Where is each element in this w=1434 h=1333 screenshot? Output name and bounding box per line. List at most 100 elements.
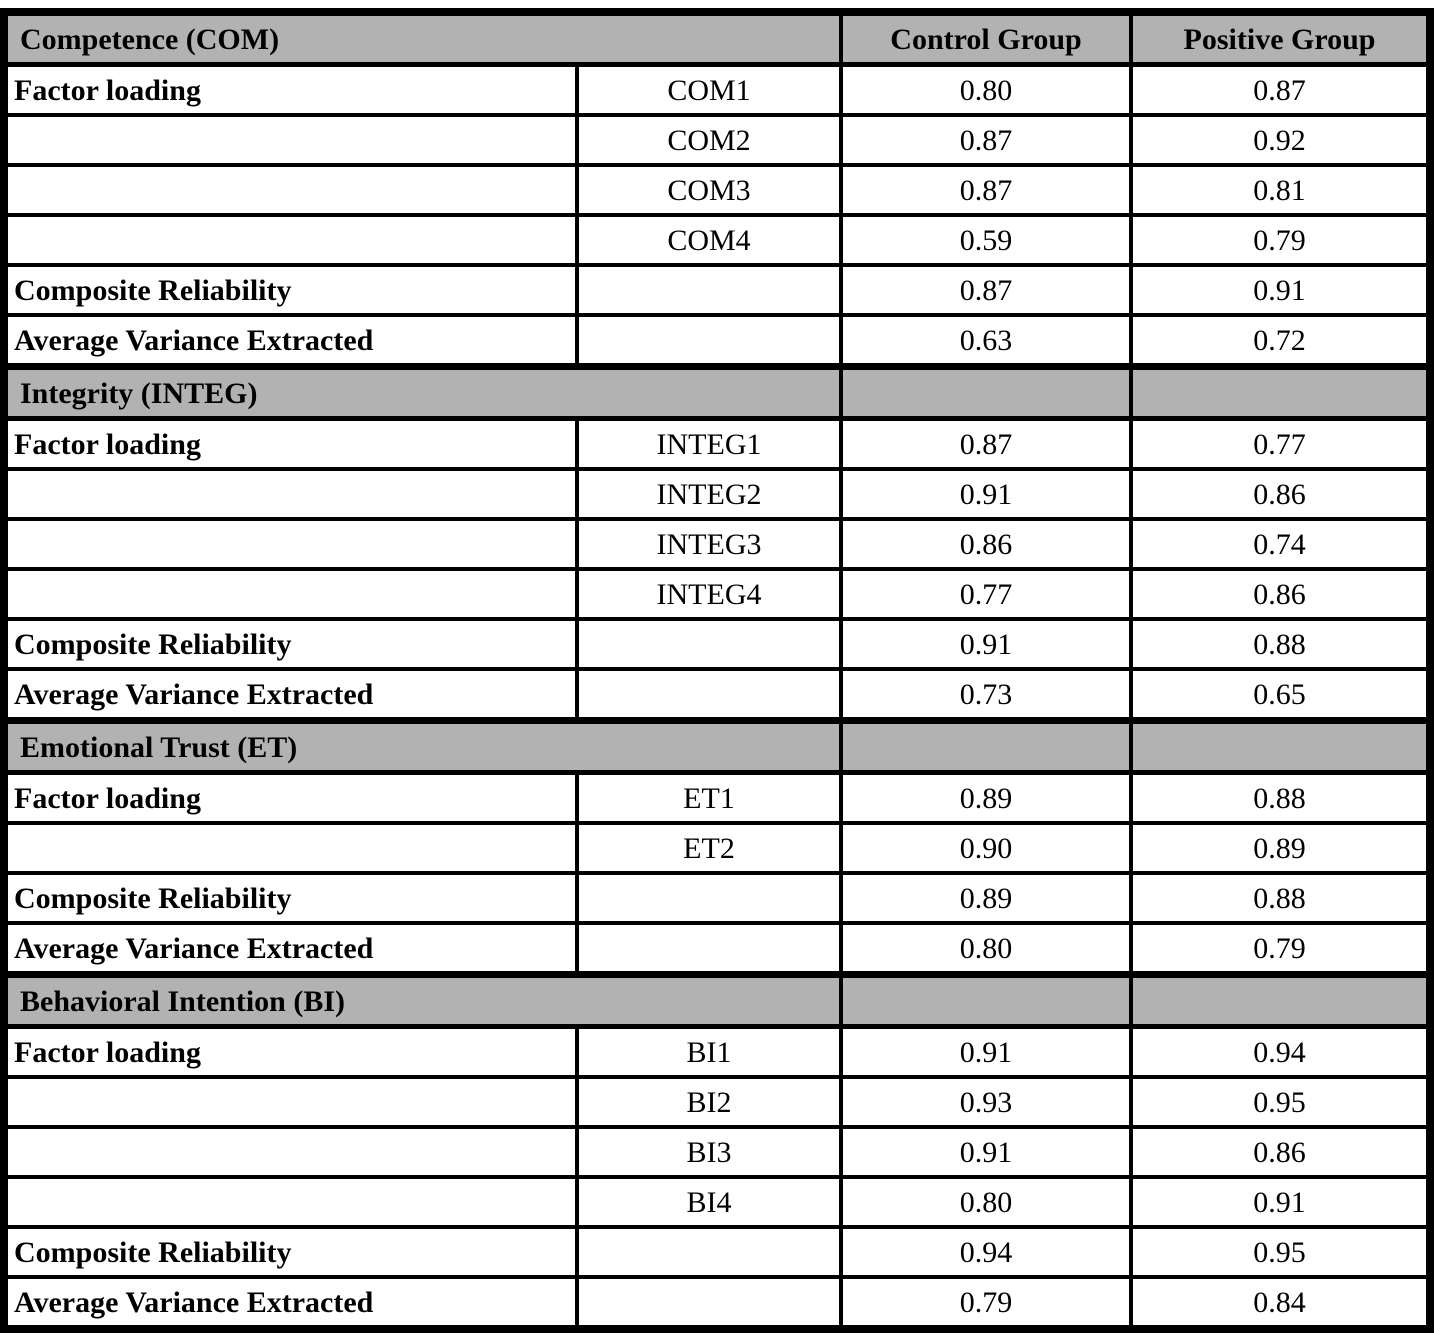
empty-cell xyxy=(2,1175,579,1229)
control-value: 0.80 xyxy=(839,921,1134,977)
table-row: COM3 0.87 0.81 xyxy=(2,163,1433,217)
table-row: COM2 0.87 0.92 xyxy=(2,113,1433,167)
item-name: INTEG4 xyxy=(574,567,844,621)
positive-value: 0.79 xyxy=(1129,921,1433,977)
control-value: 0.94 xyxy=(839,1225,1134,1279)
empty-cell xyxy=(574,1275,844,1331)
control-value: 0.80 xyxy=(839,1175,1134,1229)
control-value: 0.77 xyxy=(839,567,1134,621)
empty-cell xyxy=(2,213,579,267)
control-value: 0.89 xyxy=(839,871,1134,925)
section-header-row: Emotional Trust (ET) xyxy=(1,717,1433,775)
empty-cell xyxy=(2,113,579,167)
positive-value: 0.77 xyxy=(1129,416,1433,471)
table-row: COM4 0.59 0.79 xyxy=(2,213,1433,267)
table-row: ET2 0.90 0.89 xyxy=(2,821,1433,875)
table-row: BI3 0.91 0.86 xyxy=(2,1125,1433,1179)
positive-value: 0.84 xyxy=(1129,1275,1433,1331)
row-label-factor-loading: Factor loading xyxy=(2,62,579,117)
measurement-model-table: Competence (COM) Control Group Positive … xyxy=(0,8,1434,1333)
positive-value: 0.86 xyxy=(1129,567,1433,621)
positive-value: 0.91 xyxy=(1129,263,1433,317)
empty-cell xyxy=(2,821,579,875)
positive-value: 0.95 xyxy=(1129,1225,1433,1279)
positive-value: 0.86 xyxy=(1129,467,1433,521)
row-label-composite-reliability: Composite Reliability xyxy=(2,871,579,925)
positive-value: 0.79 xyxy=(1129,213,1433,267)
item-name: INTEG1 xyxy=(574,416,844,471)
section-title: Behavioral Intention (BI) xyxy=(1,971,844,1029)
control-value: 0.86 xyxy=(839,517,1134,571)
positive-value: 0.72 xyxy=(1129,313,1433,369)
item-name: BI2 xyxy=(574,1075,844,1129)
control-value: 0.79 xyxy=(839,1275,1134,1331)
positive-value: 0.81 xyxy=(1129,163,1433,217)
table-header-row: Competence (COM) Control Group Positive … xyxy=(1,8,1433,67)
control-value: 0.90 xyxy=(839,821,1134,875)
item-name: ET1 xyxy=(574,770,844,825)
item-name: BI3 xyxy=(574,1125,844,1179)
positive-value: 0.86 xyxy=(1129,1125,1433,1179)
row-label-composite-reliability: Composite Reliability xyxy=(2,617,579,671)
item-name: BI4 xyxy=(574,1175,844,1229)
column-header-control-group: Control Group xyxy=(839,8,1134,67)
positive-value: 0.87 xyxy=(1129,62,1433,117)
positive-value: 0.95 xyxy=(1129,1075,1433,1129)
control-value: 0.91 xyxy=(839,1125,1134,1179)
empty-cell xyxy=(1129,363,1433,421)
table-row: Average Variance Extracted 0.63 0.72 xyxy=(2,313,1433,369)
empty-cell xyxy=(574,871,844,925)
control-value: 0.87 xyxy=(839,113,1134,167)
empty-cell xyxy=(1129,971,1433,1029)
row-label-factor-loading: Factor loading xyxy=(2,1024,579,1079)
empty-cell xyxy=(574,263,844,317)
table-row: Composite Reliability 0.91 0.88 xyxy=(2,617,1433,671)
table-row: Composite Reliability 0.87 0.91 xyxy=(2,263,1433,317)
row-label-composite-reliability: Composite Reliability xyxy=(2,1225,579,1279)
empty-cell xyxy=(2,163,579,217)
control-value: 0.91 xyxy=(839,1024,1134,1079)
row-label-average-variance-extracted: Average Variance Extracted xyxy=(2,313,579,369)
empty-cell xyxy=(2,1125,579,1179)
positive-value: 0.92 xyxy=(1129,113,1433,167)
positive-value: 0.65 xyxy=(1129,667,1433,723)
section-title: Competence (COM) xyxy=(1,8,844,67)
positive-value: 0.91 xyxy=(1129,1175,1433,1229)
section-title: Integrity (INTEG) xyxy=(1,363,844,421)
section-title: Emotional Trust (ET) xyxy=(1,717,844,775)
control-value: 0.93 xyxy=(839,1075,1134,1129)
row-label-average-variance-extracted: Average Variance Extracted xyxy=(2,667,579,723)
table-row: Average Variance Extracted 0.79 0.84 xyxy=(2,1275,1433,1331)
positive-value: 0.88 xyxy=(1129,871,1433,925)
item-name: ET2 xyxy=(574,821,844,875)
section-header-row: Behavioral Intention (BI) xyxy=(1,971,1433,1029)
empty-cell xyxy=(1129,717,1433,775)
page: Competence (COM) Control Group Positive … xyxy=(0,8,1434,1333)
table-row: Average Variance Extracted 0.80 0.79 xyxy=(2,921,1433,977)
table-row: INTEG2 0.91 0.86 xyxy=(2,467,1433,521)
control-value: 0.89 xyxy=(839,770,1134,825)
table-row: Factor loading BI1 0.91 0.94 xyxy=(2,1024,1433,1079)
positive-value: 0.94 xyxy=(1129,1024,1433,1079)
empty-cell xyxy=(574,1225,844,1279)
table-row: INTEG4 0.77 0.86 xyxy=(2,567,1433,621)
table-row: Composite Reliability 0.89 0.88 xyxy=(2,871,1433,925)
empty-cell xyxy=(839,363,1134,421)
item-name: COM2 xyxy=(574,113,844,167)
empty-cell xyxy=(2,567,579,621)
row-label-factor-loading: Factor loading xyxy=(2,770,579,825)
empty-cell xyxy=(2,1075,579,1129)
row-label-average-variance-extracted: Average Variance Extracted xyxy=(2,921,579,977)
control-value: 0.91 xyxy=(839,617,1134,671)
row-label-composite-reliability: Composite Reliability xyxy=(2,263,579,317)
table-row: Factor loading INTEG1 0.87 0.77 xyxy=(2,416,1433,471)
item-name: COM4 xyxy=(574,213,844,267)
item-name: COM1 xyxy=(574,62,844,117)
table-row: Factor loading COM1 0.80 0.87 xyxy=(2,62,1433,117)
table-row: Composite Reliability 0.94 0.95 xyxy=(2,1225,1433,1279)
control-value: 0.73 xyxy=(839,667,1134,723)
positive-value: 0.89 xyxy=(1129,821,1433,875)
table-row: BI4 0.80 0.91 xyxy=(2,1175,1433,1229)
control-value: 0.87 xyxy=(839,163,1134,217)
empty-cell xyxy=(2,467,579,521)
